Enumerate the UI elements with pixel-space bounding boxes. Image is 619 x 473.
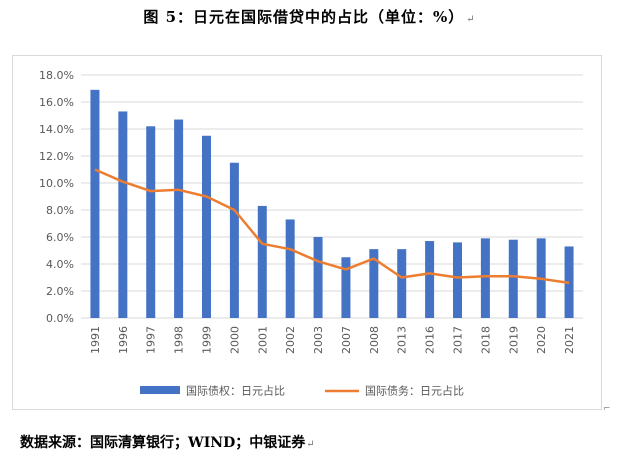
x-tick-label: 1998 [173,326,186,354]
bar [508,239,518,318]
x-tick-label: 2013 [396,326,409,354]
x-tick-label: 2019 [507,326,520,354]
legend-bar-label: 国际债权：日元占比 [186,384,285,398]
y-tick-label: 4.0% [46,258,74,271]
y-tick-label: 6.0% [46,231,74,244]
x-tick-label: 2008 [368,326,381,354]
bar [90,89,100,318]
x-tick-label: 2002 [284,326,297,354]
chart-svg: 0.0% 2.0% 4.0% 6.0% 8.0% 10.0% 12.0% 14.0% 16.0%… [39,69,583,398]
bar [285,219,295,318]
bar [425,241,435,318]
legend-bar-swatch [140,386,180,394]
bar [480,238,490,318]
y-tick-label: 16.0% [39,96,74,109]
x-tick-label: 1999 [201,326,214,354]
bar [202,135,211,318]
bar [146,126,156,318]
line-series [94,168,570,285]
bar [341,257,351,318]
x-axis-ticks: 1991 1996 1997 1998 1999 2000 2001 2002 2003 2007… [89,326,576,354]
bar [257,205,267,318]
bar [118,111,128,318]
source-note: 数据来源：国际清算银行；WIND；中银证券↵ [20,432,315,452]
return-mark-icon: ↵ [306,439,315,450]
bar [313,237,323,318]
chart-title-text: 图 5：日元在国际借贷中的占比（单位：%） [143,8,465,26]
y-tick-label: 18.0% [39,69,74,82]
bar [397,249,407,318]
y-axis-ticks: 0.0% 2.0% 4.0% 6.0% 8.0% 10.0% 12.0% 14.0% 16.0%… [39,69,74,325]
y-tick-label: 12.0% [39,150,74,163]
page-corner-mark: ⌐ [603,404,611,414]
x-tick-label: 2017 [452,326,465,354]
chart-title: 图 5：日元在国际借贷中的占比（单位：%） ↵ [0,6,619,27]
x-tick-label: 2000 [228,326,241,354]
y-tick-label: 0.0% [46,312,74,325]
x-tick-label: 1991 [89,326,102,354]
bar [369,249,379,318]
return-mark-icon: ↵ [466,14,476,25]
x-tick-label: 1996 [117,326,130,354]
x-tick-label: 2020 [535,326,548,354]
gridlines [81,74,583,319]
bar [453,242,462,318]
x-tick-label: 2003 [312,326,325,354]
bar [229,162,239,318]
source-text: 数据来源：国际清算银行；WIND；中银证券 [20,435,306,451]
y-tick-label: 10.0% [39,177,74,190]
legend: 国际债权：日元占比 国际债务：日元占比 [140,384,464,398]
bar [174,119,184,318]
series-line [94,168,570,285]
y-tick-label: 14.0% [39,123,74,136]
x-tick-label: 2001 [256,326,269,354]
y-tick-label: 2.0% [46,285,74,298]
legend-line-label: 国际债务：日元占比 [365,384,464,398]
bar-series [90,89,574,318]
x-tick-label: 2007 [340,326,353,354]
x-tick-label: 2018 [479,326,492,354]
chart-frame: 0.0% 2.0% 4.0% 6.0% 8.0% 10.0% 12.0% 14.0% 16.0%… [12,55,602,410]
y-tick-label: 8.0% [46,204,74,217]
x-tick-label: 2021 [563,326,576,354]
x-tick-label: 2016 [424,326,437,354]
x-tick-label: 1997 [145,326,158,354]
